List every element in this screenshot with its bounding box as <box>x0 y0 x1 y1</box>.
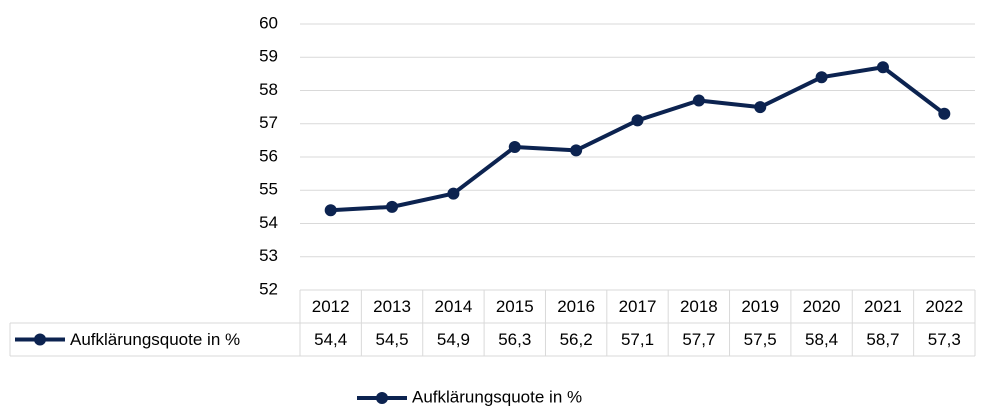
legend-dot <box>376 392 388 404</box>
data-point <box>876 61 889 74</box>
y-tick-label: 59 <box>259 47 278 66</box>
table-value: 57,5 <box>744 330 777 349</box>
table-value: 57,7 <box>682 330 715 349</box>
table-value: 56,2 <box>560 330 593 349</box>
x-tick-label: 2021 <box>864 297 902 316</box>
table-legend-dot <box>34 333 46 346</box>
y-tick-label: 53 <box>259 246 278 265</box>
data-point <box>938 107 951 120</box>
data-point <box>447 187 460 200</box>
table-value: 57,3 <box>928 330 961 349</box>
table-value: 56,3 <box>498 330 531 349</box>
legend-label: Aufklärungsquote in % <box>412 387 582 406</box>
table-value: 57,1 <box>621 330 654 349</box>
data-point <box>508 141 521 154</box>
table-value: 54,4 <box>314 330 347 349</box>
table-value: 58,7 <box>866 330 899 349</box>
y-tick-label: 58 <box>259 80 278 99</box>
x-tick-label: 2019 <box>741 297 779 316</box>
data-point <box>815 71 828 84</box>
table-series-name: Aufklärungsquote in % <box>70 330 240 349</box>
data-point <box>570 144 583 157</box>
y-tick-label: 55 <box>259 180 278 199</box>
data-point <box>324 204 337 217</box>
table-value: 58,4 <box>805 330 838 349</box>
y-tick-label: 60 <box>259 13 278 32</box>
y-tick-label: 54 <box>259 213 278 232</box>
y-tick-label: 56 <box>259 146 278 165</box>
data-point <box>754 101 767 114</box>
data-point <box>692 94 705 107</box>
x-tick-label: 2022 <box>925 297 963 316</box>
data-point <box>631 114 644 127</box>
data-point <box>386 200 399 213</box>
x-tick-label: 2016 <box>557 297 595 316</box>
series-line <box>330 65 946 213</box>
x-tick-label: 2020 <box>803 297 841 316</box>
y-tick-label: 52 <box>259 279 278 298</box>
x-tick-label: 2013 <box>373 297 411 316</box>
table-value: 54,9 <box>437 330 470 349</box>
y-tick-label: 57 <box>259 113 278 132</box>
x-tick-label: 2012 <box>312 297 350 316</box>
x-tick-label: 2015 <box>496 297 534 316</box>
x-tick-label: 2018 <box>680 297 718 316</box>
table-value: 54,5 <box>375 330 408 349</box>
x-tick-label: 2017 <box>619 297 657 316</box>
x-tick-label: 2014 <box>434 297 472 316</box>
